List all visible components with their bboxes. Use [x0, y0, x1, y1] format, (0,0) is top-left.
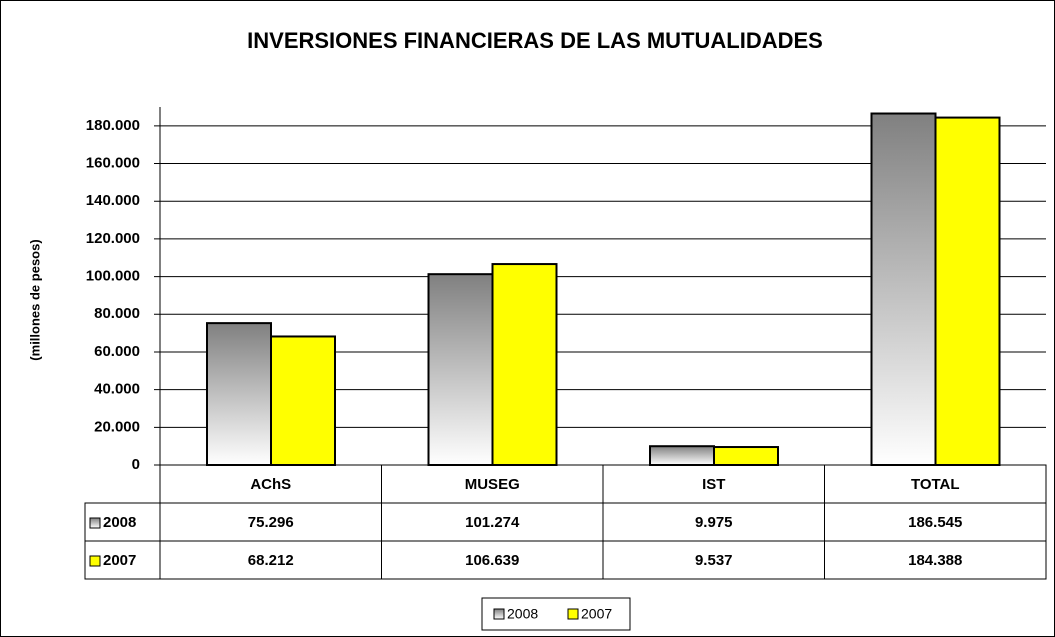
table-value: 101.274 [465, 514, 520, 531]
x-tick-label: TOTAL [911, 476, 960, 493]
bar [427, 273, 494, 466]
x-tick-label: MUSEG [465, 476, 520, 493]
y-tick-label: 160.000 [86, 154, 140, 171]
y-tick-label: 180.000 [86, 117, 140, 134]
y-tick-label: 0 [132, 456, 140, 473]
table-value: 68.212 [248, 552, 294, 569]
y-tick-label: 140.000 [86, 192, 140, 209]
bar [206, 322, 272, 467]
legend-label: 2007 [581, 606, 612, 622]
chart-title: INVERSIONES FINANCIERAS DE LAS MUTUALIDA… [247, 28, 823, 53]
table-value: 184.388 [908, 552, 962, 569]
table-value: 186.545 [908, 514, 962, 531]
legend-swatch [89, 517, 101, 529]
table-value: 9.537 [695, 552, 733, 569]
legend-swatch [567, 608, 579, 620]
table-value: 9.975 [695, 514, 733, 531]
y-tick-label: 20.000 [94, 418, 140, 435]
bar [491, 263, 558, 466]
legend-box [481, 597, 631, 631]
y-tick-label: 40.000 [94, 381, 140, 398]
table-value: 106.639 [465, 552, 519, 569]
bar [934, 116, 1001, 466]
table-row-label: 2007 [103, 552, 136, 569]
y-tick-label: 100.000 [86, 268, 140, 285]
legend-swatch [89, 555, 101, 567]
y-tick-label: 120.000 [86, 230, 140, 247]
x-tick-label: IST [702, 476, 725, 493]
bar [649, 445, 715, 466]
y-tick-label: 60.000 [94, 343, 140, 360]
y-tick-label: 80.000 [94, 305, 140, 322]
bar [270, 335, 336, 467]
table-row-label: 2008 [103, 514, 136, 531]
y-axis-label: (millones de pesos) [27, 239, 42, 360]
bar [870, 112, 937, 466]
bar [713, 446, 779, 466]
legend-label: 2008 [507, 606, 538, 622]
table-value: 75.296 [248, 514, 294, 531]
x-tick-label: AChS [250, 476, 291, 493]
legend-swatch [493, 608, 505, 620]
